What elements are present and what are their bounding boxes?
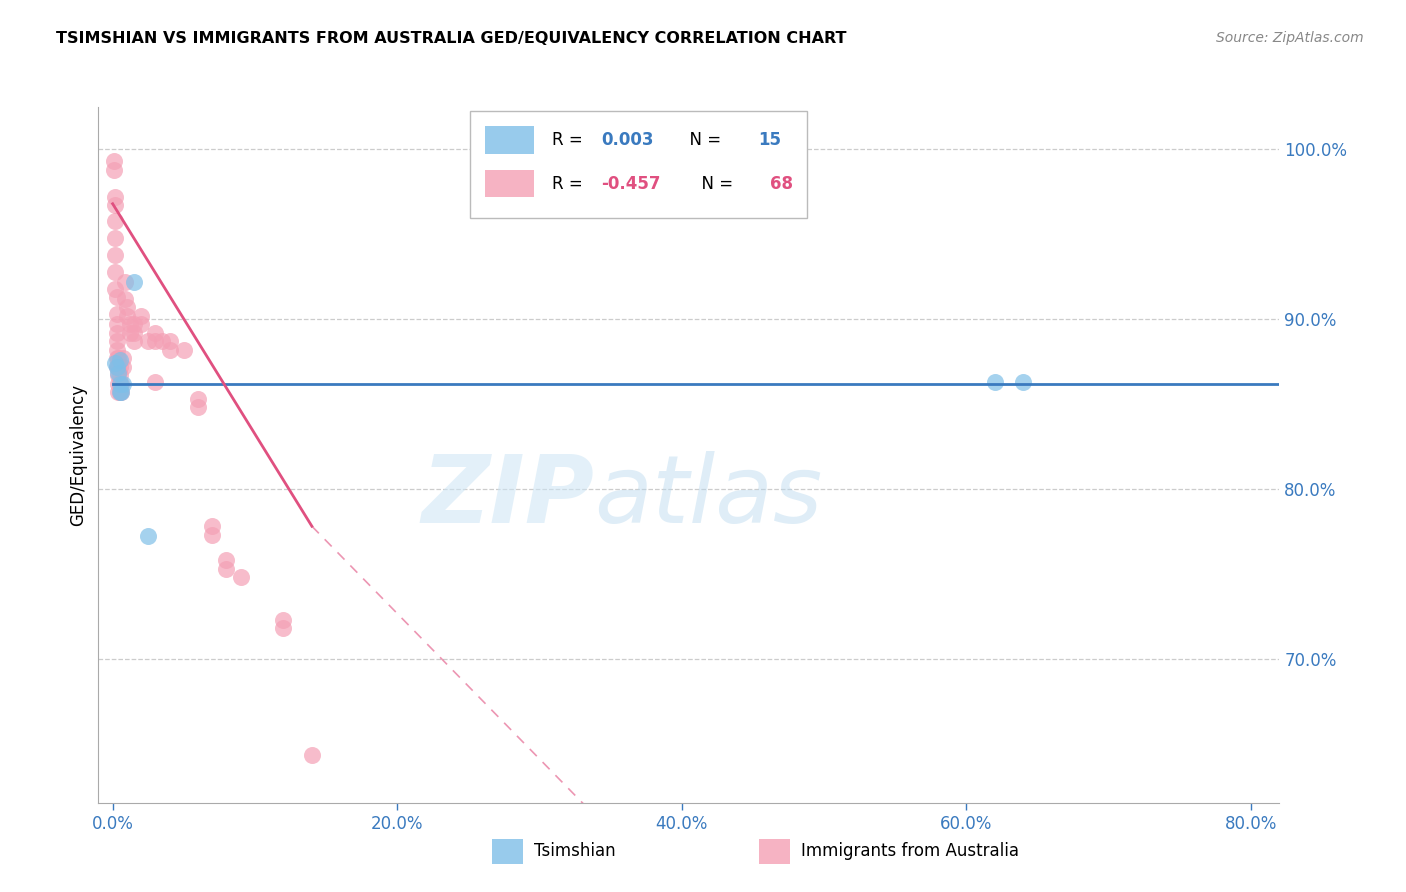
Point	[122, 275, 145, 289]
Point	[201, 519, 224, 533]
Point	[215, 553, 238, 567]
Point	[104, 230, 127, 244]
Point	[187, 392, 209, 406]
Point	[107, 376, 129, 391]
Text: Immigrants from Australia: Immigrants from Australia	[801, 842, 1019, 860]
Point	[108, 376, 131, 391]
Point	[107, 385, 129, 400]
Text: Tsimshian: Tsimshian	[534, 842, 616, 860]
Text: N =: N =	[679, 131, 727, 149]
Point	[114, 275, 136, 289]
Point	[104, 282, 127, 296]
Point	[984, 375, 1007, 389]
Point	[103, 154, 125, 169]
Point	[114, 292, 136, 306]
Text: Source: ZipAtlas.com: Source: ZipAtlas.com	[1216, 31, 1364, 45]
Point	[111, 359, 134, 374]
Point	[118, 326, 141, 340]
Point	[187, 401, 209, 415]
Point	[104, 198, 127, 212]
Point	[159, 343, 181, 357]
Point	[111, 376, 134, 391]
Point	[104, 248, 127, 262]
Point	[136, 334, 159, 349]
Point	[107, 351, 129, 366]
FancyBboxPatch shape	[471, 111, 807, 219]
Point	[129, 309, 152, 323]
Text: R =: R =	[553, 131, 588, 149]
Point	[105, 359, 128, 374]
Point	[104, 356, 127, 370]
Text: TSIMSHIAN VS IMMIGRANTS FROM AUSTRALIA GED/EQUIVALENCY CORRELATION CHART: TSIMSHIAN VS IMMIGRANTS FROM AUSTRALIA G…	[56, 31, 846, 46]
Point	[104, 265, 127, 279]
Point	[143, 375, 166, 389]
Point	[111, 351, 134, 366]
Text: R =: R =	[553, 175, 588, 193]
Point	[110, 376, 132, 391]
Point	[107, 359, 129, 374]
Point	[105, 307, 128, 321]
Bar	[485, 126, 534, 153]
Point	[115, 309, 138, 323]
Point	[301, 748, 323, 763]
Bar	[485, 169, 534, 197]
Point	[159, 334, 181, 349]
Point	[107, 368, 129, 383]
Text: atlas: atlas	[595, 451, 823, 542]
Point	[122, 318, 145, 332]
Point	[229, 570, 252, 584]
Point	[273, 621, 295, 635]
Point	[152, 334, 174, 349]
Point	[118, 318, 141, 332]
Point	[105, 290, 128, 304]
Text: 15: 15	[759, 131, 782, 149]
Point	[201, 527, 224, 541]
Point	[105, 359, 128, 374]
Point	[143, 326, 166, 340]
Text: 0.003: 0.003	[602, 131, 654, 149]
Point	[136, 529, 159, 543]
Point	[108, 376, 131, 391]
Point	[108, 359, 131, 374]
Point	[115, 300, 138, 314]
Point	[104, 190, 127, 204]
Point	[105, 343, 128, 357]
Point	[143, 334, 166, 349]
Point	[110, 385, 132, 400]
Point	[173, 343, 195, 357]
Point	[1012, 375, 1035, 389]
Point	[105, 351, 128, 366]
Point	[108, 352, 131, 367]
Point	[215, 561, 238, 575]
Text: 68: 68	[770, 175, 793, 193]
Point	[122, 326, 145, 340]
Point	[104, 213, 127, 227]
Point	[273, 613, 295, 627]
Point	[110, 385, 132, 400]
Text: N =: N =	[692, 175, 738, 193]
Point	[108, 368, 131, 383]
Point	[105, 326, 128, 340]
Point	[105, 334, 128, 349]
Point	[103, 162, 125, 177]
Point	[122, 334, 145, 349]
Text: ZIP: ZIP	[422, 450, 595, 542]
Point	[107, 367, 129, 381]
Point	[105, 318, 128, 332]
Point	[108, 385, 131, 400]
Point	[108, 385, 131, 400]
Text: -0.457: -0.457	[602, 175, 661, 193]
Y-axis label: GED/Equivalency: GED/Equivalency	[69, 384, 87, 526]
Point	[129, 318, 152, 332]
